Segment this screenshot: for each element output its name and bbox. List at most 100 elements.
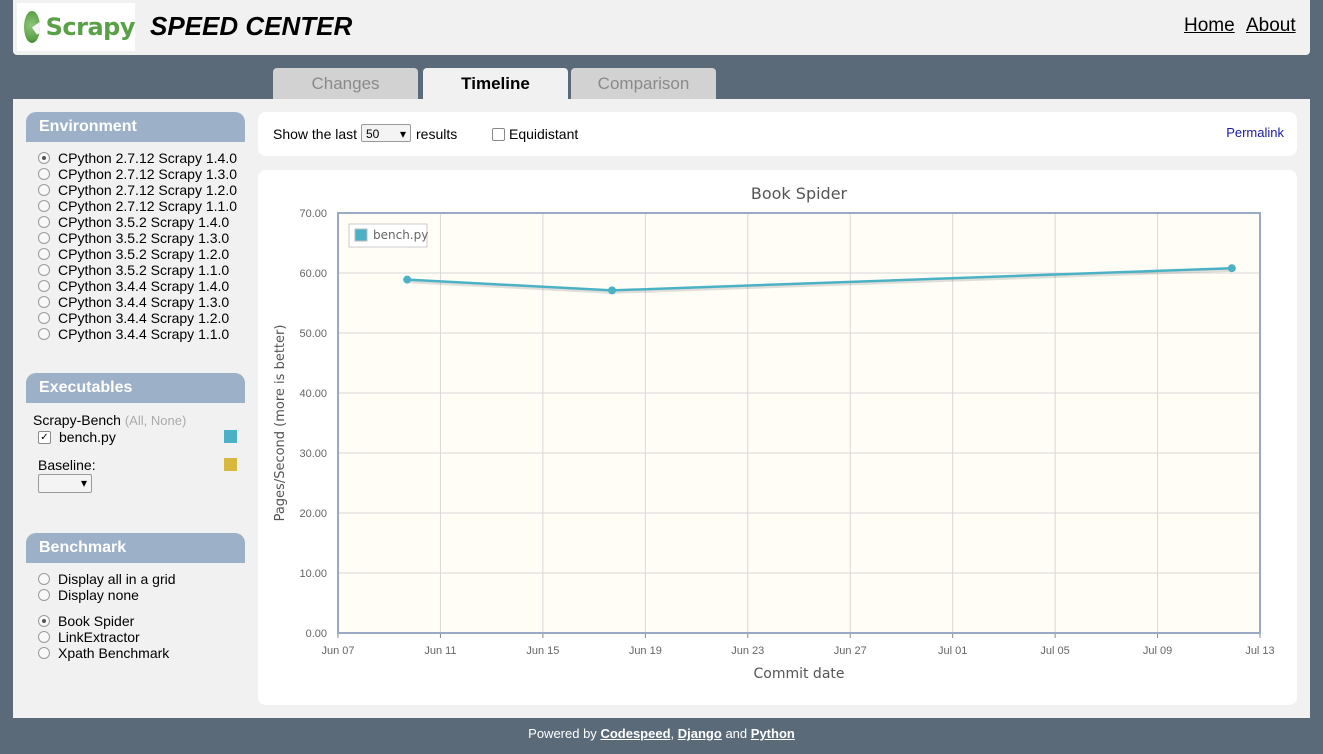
- bench-checkbox[interactable]: ✓: [38, 430, 51, 444]
- site-title: SPEED CENTER: [150, 11, 353, 41]
- footer-prefix: Powered by: [528, 726, 597, 741]
- benchmark-display-option[interactable]: Display none: [38, 587, 245, 603]
- codespeed-link[interactable]: Codespeed: [600, 726, 671, 741]
- benchmark-option-label: Book Spider: [58, 613, 135, 629]
- environment-option[interactable]: CPython 2.7.12 Scrapy 1.2.0: [38, 182, 245, 198]
- select-none-link[interactable]: None: [150, 413, 182, 428]
- environment-radio[interactable]: [38, 296, 50, 308]
- environment-option-label: CPython 3.5.2 Scrapy 1.4.0: [58, 214, 230, 230]
- tab-changes[interactable]: Changes: [273, 68, 418, 100]
- y-axis-label: Pages/Second (more is better): [273, 325, 288, 522]
- environment-option-label: CPython 3.4.4 Scrapy 1.4.0: [58, 278, 230, 294]
- environment-list: CPython 2.7.12 Scrapy 1.4.0 CPython 2.7.1…: [38, 150, 245, 342]
- tab-comparison[interactable]: Comparison: [571, 68, 716, 100]
- benchmark-display-option[interactable]: Display all in a grid: [38, 571, 245, 587]
- environment-option-label: CPython 2.7.12 Scrapy 1.1.0: [58, 198, 237, 214]
- environment-option-label: CPython 3.5.2 Scrapy 1.1.0: [58, 262, 230, 278]
- benchmark-option-label: Xpath Benchmark: [58, 645, 170, 661]
- environment-radio[interactable]: [38, 168, 50, 180]
- baseline-label: Baseline:: [38, 457, 96, 473]
- x-axis-label: Commit date: [753, 666, 844, 682]
- bench-color-swatch: [224, 430, 237, 443]
- python-link[interactable]: Python: [750, 726, 795, 741]
- benchmark-display-radio[interactable]: [38, 589, 50, 601]
- baseline-color-swatch: [224, 458, 237, 471]
- environment-radio[interactable]: [38, 328, 50, 340]
- benchmark-radio[interactable]: [38, 631, 50, 643]
- benchmark-header: Benchmark: [26, 533, 245, 563]
- executable-group: Scrapy-Bench (All, None): [33, 412, 187, 428]
- data-point: [608, 286, 617, 295]
- environment-option-label: CPython 3.4.4 Scrapy 1.1.0: [58, 326, 230, 342]
- x-tick-label: Jun 07: [321, 645, 354, 657]
- x-tick-label: Jun 27: [834, 645, 867, 657]
- environment-radio[interactable]: [38, 184, 50, 196]
- x-tick-label: Jun 11: [424, 645, 456, 657]
- environment-option-label: CPython 2.7.12 Scrapy 1.4.0: [58, 150, 237, 166]
- footer: Powered by Codespeed, Django and Python: [528, 726, 795, 741]
- benchmark-option-label: LinkExtractor: [58, 629, 140, 645]
- environment-option[interactable]: CPython 3.4.4 Scrapy 1.1.0: [38, 326, 245, 342]
- environment-option-label: CPython 3.4.4 Scrapy 1.2.0: [58, 310, 230, 326]
- y-tick-label: 30.00: [299, 448, 327, 460]
- y-tick-label: 50.00: [299, 328, 327, 340]
- environment-option[interactable]: CPython 3.5.2 Scrapy 1.2.0: [38, 246, 245, 262]
- plot-area: [338, 213, 1260, 633]
- x-tick-label: Jun 23: [731, 645, 764, 657]
- benchmark-option[interactable]: Book Spider: [38, 613, 245, 629]
- environment-option[interactable]: CPython 3.5.2 Scrapy 1.1.0: [38, 262, 245, 278]
- environment-radio[interactable]: [38, 280, 50, 292]
- benchmark-display-radio[interactable]: [38, 573, 50, 585]
- scrapy-logo[interactable]: Scrapy: [17, 3, 136, 51]
- data-point: [1227, 264, 1236, 273]
- environment-option[interactable]: CPython 3.5.2 Scrapy 1.3.0: [38, 230, 245, 246]
- benchmark-option[interactable]: LinkExtractor: [38, 629, 245, 645]
- environment-radio[interactable]: [38, 248, 50, 260]
- benchmark-list: Book Spider LinkExtractor Xpath Benchmark: [38, 613, 245, 661]
- environment-option-label: CPython 3.5.2 Scrapy 1.2.0: [58, 246, 230, 262]
- environment-header: Environment: [26, 112, 245, 142]
- x-tick-label: Jul 05: [1040, 645, 1069, 657]
- environment-option[interactable]: CPython 3.4.4 Scrapy 1.4.0: [38, 278, 245, 294]
- nav-home-link[interactable]: Home: [1184, 15, 1235, 36]
- environment-radio[interactable]: [38, 152, 50, 164]
- environment-option[interactable]: CPython 2.7.12 Scrapy 1.4.0: [38, 150, 245, 166]
- environment-option[interactable]: CPython 3.5.2 Scrapy 1.4.0: [38, 214, 245, 230]
- show-last-label: Show the last: [273, 126, 358, 142]
- benchmark-option[interactable]: Xpath Benchmark: [38, 645, 245, 661]
- environment-radio[interactable]: [38, 264, 50, 276]
- y-tick-label: 20.00: [299, 508, 327, 520]
- x-tick-label: Jul 09: [1143, 645, 1172, 657]
- logo-text: Scrapy: [45, 13, 136, 41]
- results-label: results: [416, 126, 458, 142]
- environment-option[interactable]: CPython 3.4.4 Scrapy 1.3.0: [38, 294, 245, 310]
- header-bar: Scrapy SPEED CENTER Home About: [13, 0, 1310, 55]
- environment-radio[interactable]: [38, 312, 50, 324]
- y-tick-label: 40.00: [299, 388, 327, 400]
- baseline-select[interactable]: [38, 474, 92, 493]
- executable-item[interactable]: ✓ bench.py: [38, 429, 245, 445]
- x-tick-label: Jul 13: [1245, 645, 1274, 657]
- benchmark-radio[interactable]: [38, 647, 50, 659]
- x-tick-label: Jun 19: [629, 645, 662, 657]
- x-tick-label: Jun 15: [526, 645, 559, 657]
- x-tick-label: Jul 01: [938, 645, 967, 657]
- permalink-link[interactable]: Permalink: [1226, 125, 1284, 140]
- environment-option[interactable]: CPython 2.7.12 Scrapy 1.1.0: [38, 198, 245, 214]
- legend-label: bench.py: [373, 228, 428, 242]
- environment-radio[interactable]: [38, 232, 50, 244]
- tab-timeline[interactable]: Timeline: [423, 68, 568, 99]
- environment-radio[interactable]: [38, 216, 50, 228]
- nav-about-link[interactable]: About: [1246, 15, 1296, 36]
- select-all-link[interactable]: All: [129, 413, 144, 428]
- show-last-select[interactable]: 50: [361, 124, 411, 143]
- environment-option[interactable]: CPython 2.7.12 Scrapy 1.3.0: [38, 166, 245, 182]
- benchmark-display-options: Display all in a grid Display none: [38, 571, 245, 603]
- benchmark-radio[interactable]: [38, 615, 50, 627]
- environment-option[interactable]: CPython 3.4.4 Scrapy 1.2.0: [38, 310, 245, 326]
- environment-radio[interactable]: [38, 200, 50, 212]
- y-tick-label: 0.00: [306, 628, 327, 640]
- equidistant-checkbox[interactable]: [492, 128, 505, 141]
- django-link[interactable]: Django: [677, 726, 722, 741]
- y-tick-label: 60.00: [299, 268, 327, 280]
